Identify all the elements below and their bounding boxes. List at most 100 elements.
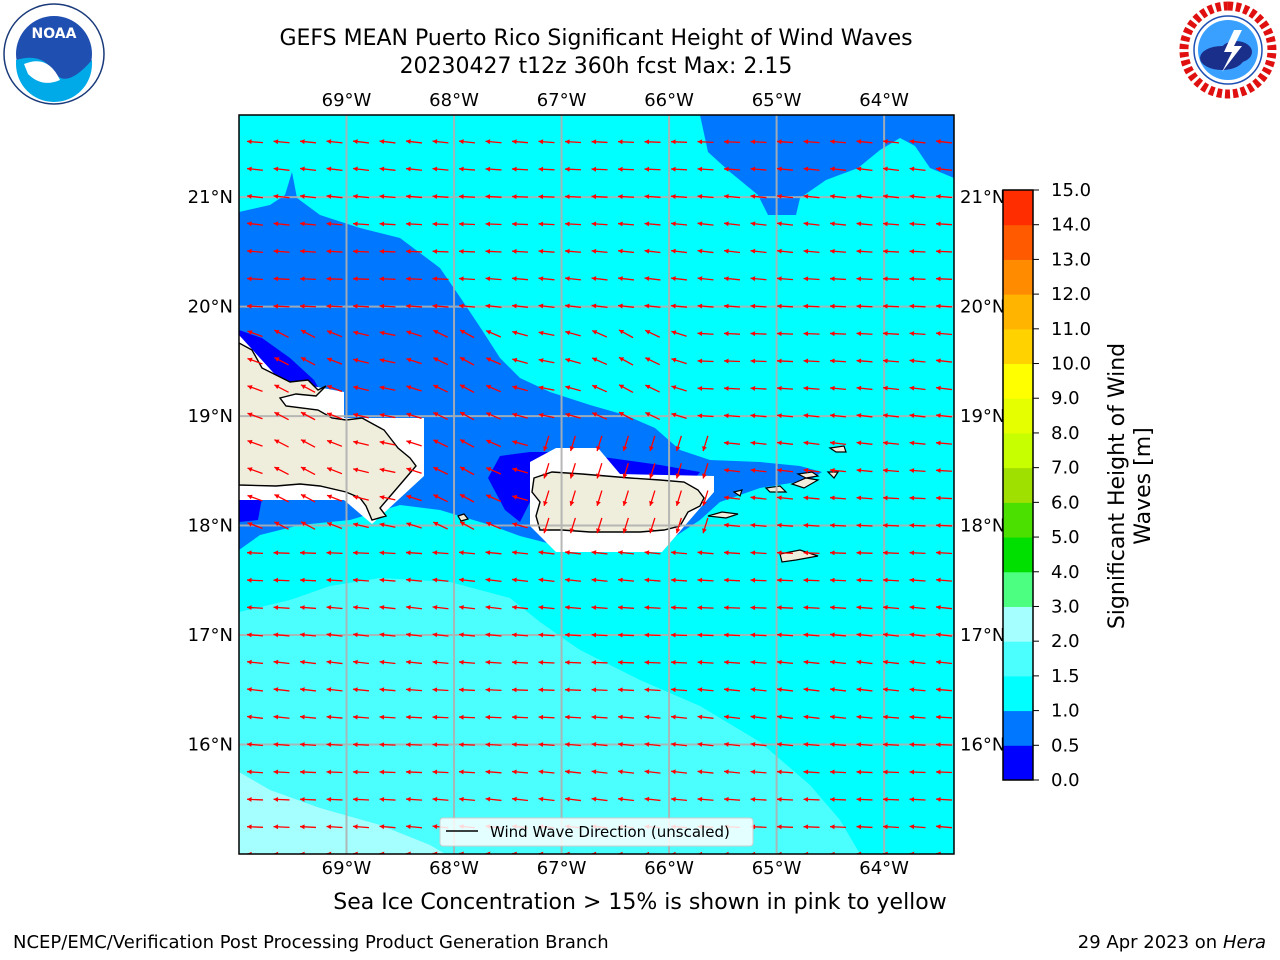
wave-direction-arrow bbox=[405, 249, 423, 254]
wave-direction-arrow bbox=[935, 796, 953, 802]
wave-direction-arrow bbox=[458, 248, 476, 254]
colorbar-segment bbox=[1003, 675, 1033, 712]
wave-direction-arrow bbox=[379, 139, 396, 145]
wave-direction-arrow bbox=[543, 462, 550, 479]
wave-direction-arrow bbox=[326, 385, 343, 393]
wave-direction-arrow bbox=[564, 194, 582, 200]
wave-direction-arrow bbox=[697, 796, 714, 802]
wave-direction-arrow bbox=[458, 577, 476, 583]
lat-label-right: 16°N bbox=[960, 735, 1005, 756]
wave-direction-arrow bbox=[829, 221, 847, 227]
footer-date-text: 29 Apr 2023 on bbox=[1077, 932, 1223, 953]
wave-direction-arrow bbox=[511, 577, 529, 583]
wave-direction-arrow bbox=[379, 495, 396, 501]
wave-direction-arrow bbox=[405, 742, 423, 748]
wave-direction-arrow bbox=[596, 490, 603, 507]
wave-direction-arrow bbox=[645, 329, 660, 338]
wave-direction-arrow bbox=[352, 742, 370, 748]
colorbar-label-line1: Significant Height of Wind bbox=[1105, 343, 1130, 629]
wave-direction-arrow bbox=[274, 329, 289, 339]
wave-direction-arrow bbox=[697, 632, 714, 638]
wave-direction-arrow bbox=[882, 166, 900, 172]
wave-direction-arrow bbox=[246, 742, 264, 747]
wave-direction-arrow bbox=[326, 166, 343, 172]
lat-label-left: 20°N bbox=[188, 297, 233, 318]
wave-direction-arrow bbox=[856, 413, 873, 419]
wave-direction-arrow bbox=[935, 194, 953, 199]
colorbar-tick-label: 11.0 bbox=[1051, 319, 1091, 340]
wave-direction-arrow bbox=[649, 462, 656, 479]
wave-direction-arrow bbox=[299, 659, 317, 665]
wave-direction-arrow bbox=[591, 221, 608, 227]
wave-direction-arrow bbox=[405, 166, 423, 172]
wave-direction-arrow bbox=[670, 605, 688, 611]
wave-direction-arrow bbox=[697, 194, 714, 199]
wave-direction-arrow bbox=[803, 769, 820, 775]
wave-direction-arrow bbox=[829, 166, 847, 172]
wave-direction-arrow bbox=[649, 517, 656, 534]
wave-direction-arrow bbox=[458, 550, 476, 556]
wave-direction-arrow bbox=[564, 687, 582, 693]
wave-direction-arrow bbox=[723, 139, 741, 145]
wave-band-2.0-3.0 bbox=[239, 772, 445, 854]
wave-direction-arrow bbox=[246, 248, 264, 254]
wave-direction-arrow bbox=[273, 248, 290, 254]
colorbar: 0.0 0.5 1.0 1.5 2.0 3.0 4.0 5.0 6.0 7.0 8.0 9.0 10.0… bbox=[1002, 180, 1091, 791]
wave-direction-arrow bbox=[776, 440, 794, 446]
wave-direction-arrow bbox=[803, 796, 820, 802]
lon-label-bottom: 67°W bbox=[537, 858, 587, 879]
colorbar-tick-label: 13.0 bbox=[1051, 249, 1091, 270]
wave-direction-arrow bbox=[564, 659, 582, 665]
wave-direction-arrow bbox=[723, 796, 741, 802]
wave-direction-arrow bbox=[909, 742, 926, 748]
wave-direction-arrow bbox=[569, 462, 576, 479]
lon-label-bottom: 68°W bbox=[429, 858, 479, 879]
wave-direction-arrow bbox=[379, 385, 396, 391]
wave-direction-arrow bbox=[856, 522, 873, 528]
wave-direction-arrow bbox=[750, 714, 767, 720]
wave-direction-arrow bbox=[935, 303, 953, 309]
colorbar-segment bbox=[1003, 502, 1033, 538]
wave-direction-arrow bbox=[543, 490, 550, 507]
wave-direction-arrow bbox=[379, 577, 396, 583]
wave-direction-arrow bbox=[511, 687, 529, 693]
wave-direction-arrow bbox=[670, 687, 688, 693]
noaa-logo-text: NOAA bbox=[32, 26, 77, 42]
wave-direction-arrow bbox=[379, 467, 396, 474]
wave-direction-arrow bbox=[326, 357, 343, 365]
wave-direction-arrow bbox=[697, 413, 714, 419]
wave-direction-arrow bbox=[670, 769, 688, 775]
wave-direction-arrow bbox=[353, 440, 369, 446]
wave-direction-arrow bbox=[565, 412, 581, 419]
wave-direction-arrow bbox=[273, 221, 290, 227]
wave-direction-arrow bbox=[829, 276, 847, 282]
wave-direction-arrow bbox=[829, 495, 847, 501]
wave-direction-arrow bbox=[617, 796, 635, 802]
wave-direction-arrow bbox=[353, 330, 369, 337]
wave-direction-arrow bbox=[246, 796, 264, 802]
wave-direction-arrow bbox=[671, 330, 687, 337]
wave-direction-arrow bbox=[723, 605, 741, 611]
wave-direction-arrow bbox=[750, 522, 767, 528]
wave-direction-arrow bbox=[353, 467, 369, 474]
wave-direction-arrow bbox=[379, 303, 396, 309]
wave-direction-arrow bbox=[485, 796, 502, 802]
wave-direction-arrow bbox=[565, 330, 581, 337]
wave-direction-arrow bbox=[882, 824, 900, 830]
wave-direction-arrow bbox=[776, 139, 794, 145]
wave-direction-arrow bbox=[829, 193, 847, 199]
lat-label-left: 16°N bbox=[188, 735, 233, 756]
wave-direction-arrow bbox=[670, 741, 688, 747]
wave-direction-arrow bbox=[299, 824, 317, 830]
wave-direction-arrow bbox=[458, 139, 476, 145]
wave-direction-arrow bbox=[273, 550, 290, 556]
wave-direction-arrow bbox=[803, 742, 820, 747]
wave-direction-arrow bbox=[670, 276, 688, 282]
wave-direction-arrow bbox=[273, 769, 290, 775]
wave-direction-arrow bbox=[882, 550, 900, 556]
wave-direction-arrow bbox=[247, 467, 263, 475]
wave-direction-arrow bbox=[909, 495, 926, 501]
wave-direction-arrow bbox=[670, 659, 688, 665]
wave-direction-arrow bbox=[406, 494, 422, 502]
wave-direction-arrow bbox=[591, 412, 608, 420]
